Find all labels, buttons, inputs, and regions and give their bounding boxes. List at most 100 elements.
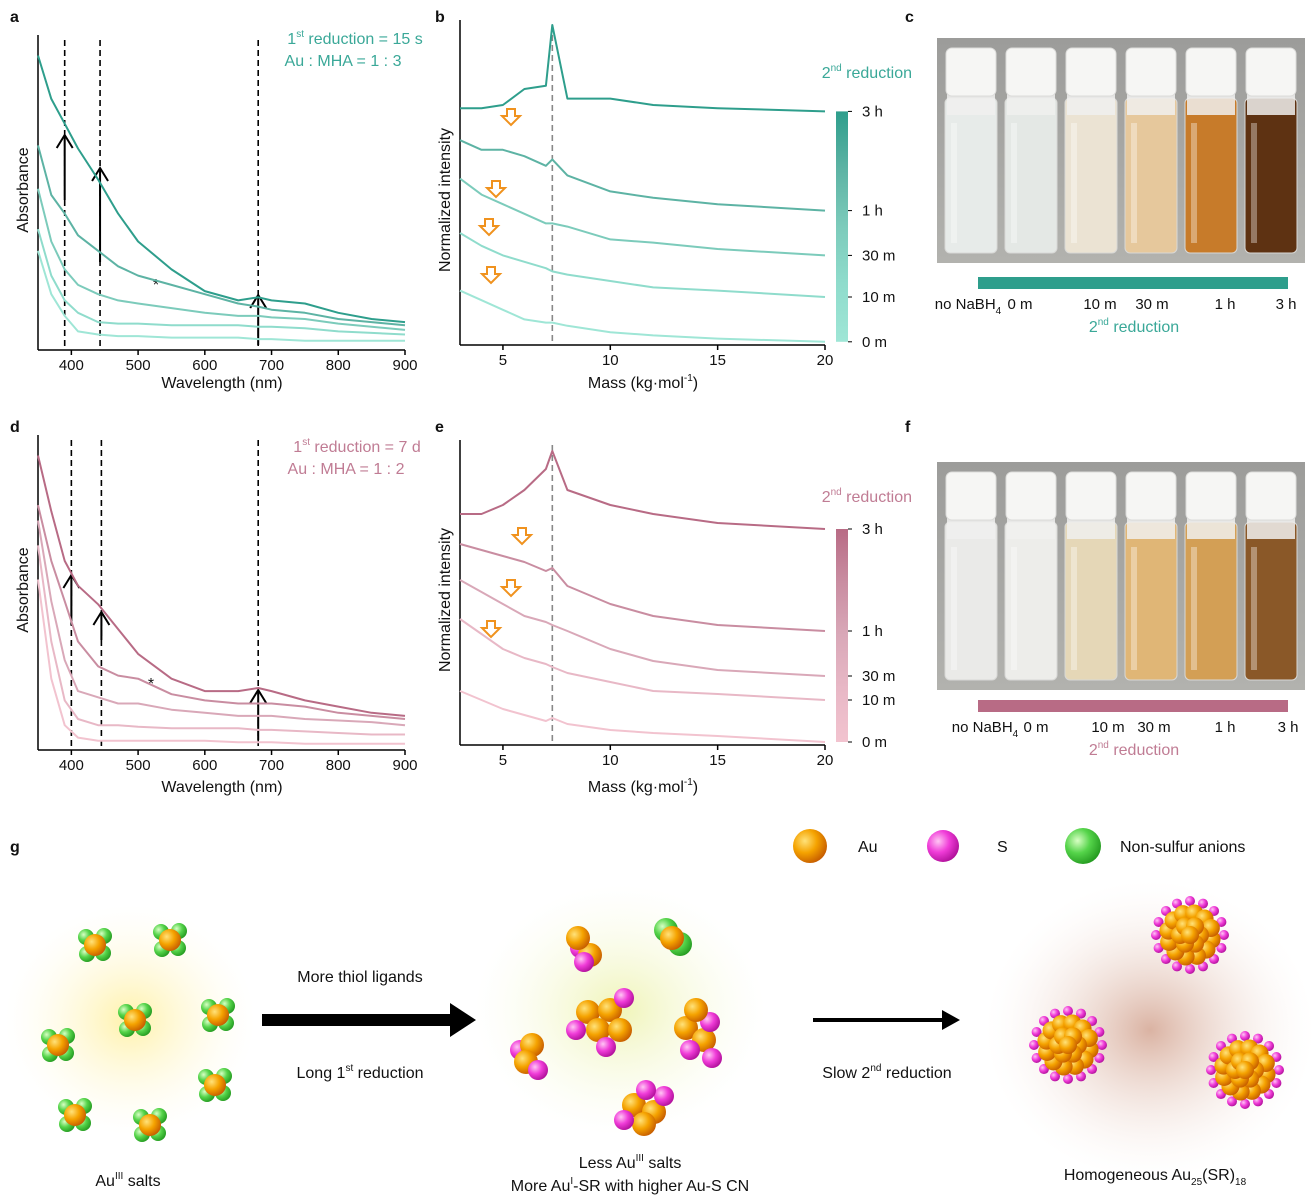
- vial-shine: [1071, 123, 1077, 243]
- caption-sub: 25: [1191, 1177, 1203, 1188]
- atom: [680, 1040, 700, 1060]
- x-axis-label: Wavelength (nm): [161, 375, 282, 392]
- panel-label: d: [10, 419, 20, 436]
- step-label-part: reduction: [881, 1065, 951, 1082]
- x-tick-label: 500: [126, 357, 151, 374]
- hint-arrow: [513, 528, 531, 544]
- hint-arrows: [480, 109, 531, 637]
- colorbar-title: 2nd reduction: [822, 63, 912, 82]
- caption: Homogeneous Au25(SR)18: [1064, 1167, 1247, 1188]
- photo-label: 3 h: [1276, 296, 1297, 313]
- vial-shine: [1251, 547, 1257, 670]
- caption-part: (SR): [1202, 1167, 1235, 1184]
- step-label: More thiol ligands: [297, 969, 422, 986]
- panel-label: a: [10, 9, 19, 26]
- atom: [47, 1034, 69, 1056]
- legend-label: 1 h: [862, 623, 883, 640]
- atom: [614, 1110, 634, 1130]
- legend-label: 30 m: [862, 247, 895, 264]
- annotation-part: reduction = 15 s: [304, 31, 423, 48]
- legend-label: 3 h: [862, 521, 883, 538]
- photo-label: 10 m: [1083, 296, 1116, 313]
- annotation-part: reduction = 7 d: [310, 439, 421, 456]
- photo-label: no NaBH4: [935, 296, 1002, 317]
- atom: [636, 1080, 656, 1100]
- photo-caption: 2nd reduction: [1089, 317, 1179, 336]
- series-line: [460, 619, 825, 700]
- hint-arrow: [480, 219, 498, 235]
- legend-label: S: [997, 839, 1008, 856]
- series-line: [38, 189, 405, 330]
- arrow: [813, 1010, 960, 1030]
- x-tick-label: 900: [392, 357, 417, 374]
- series-line: [460, 691, 825, 742]
- legend-s: [927, 830, 959, 862]
- panel-label: b: [435, 9, 445, 26]
- legend-label: Au: [858, 839, 878, 856]
- vial-shine: [1011, 123, 1017, 243]
- atom: [64, 1104, 86, 1126]
- series-line: [38, 456, 405, 716]
- atom: [566, 1020, 586, 1040]
- annotation-part: 1: [293, 439, 302, 456]
- step-label-part: Long 1: [297, 1065, 346, 1082]
- x-tick-label: 400: [59, 757, 84, 774]
- vial-cap: [946, 48, 996, 96]
- series-line: [460, 140, 825, 210]
- hint-arrow: [502, 580, 520, 596]
- vial-cap: [1006, 472, 1056, 520]
- photo-label: 0 m: [1023, 719, 1048, 736]
- vial-shine: [1191, 123, 1197, 243]
- legend-label: 1 h: [862, 203, 883, 220]
- x-tick-label: 10: [602, 752, 619, 769]
- atom: [574, 952, 594, 972]
- legend-label: Non-sulfur anions: [1120, 839, 1245, 856]
- photo-label: no NaBH4: [952, 719, 1019, 740]
- step-label: Long 1st reduction: [297, 1063, 424, 1082]
- vial-cap: [1066, 472, 1116, 520]
- x-axis-label-part: ): [693, 375, 698, 392]
- panel-label: g: [10, 839, 20, 856]
- caption: More AuI-SR with higher Au-S CN: [511, 1176, 749, 1195]
- x-axis-label: Wavelength (nm): [161, 779, 282, 796]
- series-line: [38, 229, 405, 334]
- series-line: [38, 521, 405, 726]
- series-line: [38, 56, 405, 323]
- series-line: [38, 545, 405, 734]
- x-tick-label: 700: [259, 757, 284, 774]
- caption: Less AuIII salts: [579, 1153, 682, 1172]
- photo-caption-part: 2: [1089, 742, 1098, 759]
- series-line: [460, 451, 825, 529]
- series-line: [38, 505, 405, 719]
- series-line: [460, 25, 825, 111]
- colorbar: [836, 529, 848, 742]
- caption: AuIII salts: [95, 1171, 160, 1190]
- hint-arrow: [502, 109, 520, 125]
- hint-arrow: [482, 267, 500, 283]
- x-tick-label: 15: [709, 752, 726, 769]
- annotation: Au : MHA = 1 : 3: [285, 53, 402, 70]
- x-tick-label: 700: [259, 357, 284, 374]
- caption-sub: 18: [1235, 1177, 1247, 1188]
- x-tick-label: 400: [59, 357, 84, 374]
- legend-au: [793, 829, 827, 863]
- y-axis-label: Normalized intensity: [437, 128, 454, 272]
- x-tick-label: 500: [126, 757, 151, 774]
- x-axis-label: Mass (kg·mol-1): [588, 373, 698, 392]
- colorbar-title-sup: nd: [831, 63, 842, 74]
- vial-shine: [951, 123, 957, 243]
- panel-label: f: [905, 419, 911, 436]
- vial-cap: [1126, 48, 1176, 96]
- atom: [596, 1037, 616, 1057]
- scheme: Au S Non-sulfur anions More thiol ligand…: [5, 828, 1314, 1195]
- annotation-part: 1: [287, 31, 296, 48]
- vial-cap: [1066, 48, 1116, 96]
- figure: a b c d e f g Absorbance Wavelength (nm)…: [0, 0, 1314, 1195]
- x-tick-label: 600: [192, 357, 217, 374]
- photo-caption: 2nd reduction: [1089, 740, 1179, 759]
- annotation: 1st reduction = 15 s: [287, 29, 422, 48]
- caption-part: Homogeneous Au: [1064, 1167, 1191, 1184]
- y-axis-label: Absorbance: [15, 547, 32, 632]
- vial-shine: [1131, 123, 1137, 243]
- step-label: Slow 2nd reduction: [822, 1063, 951, 1082]
